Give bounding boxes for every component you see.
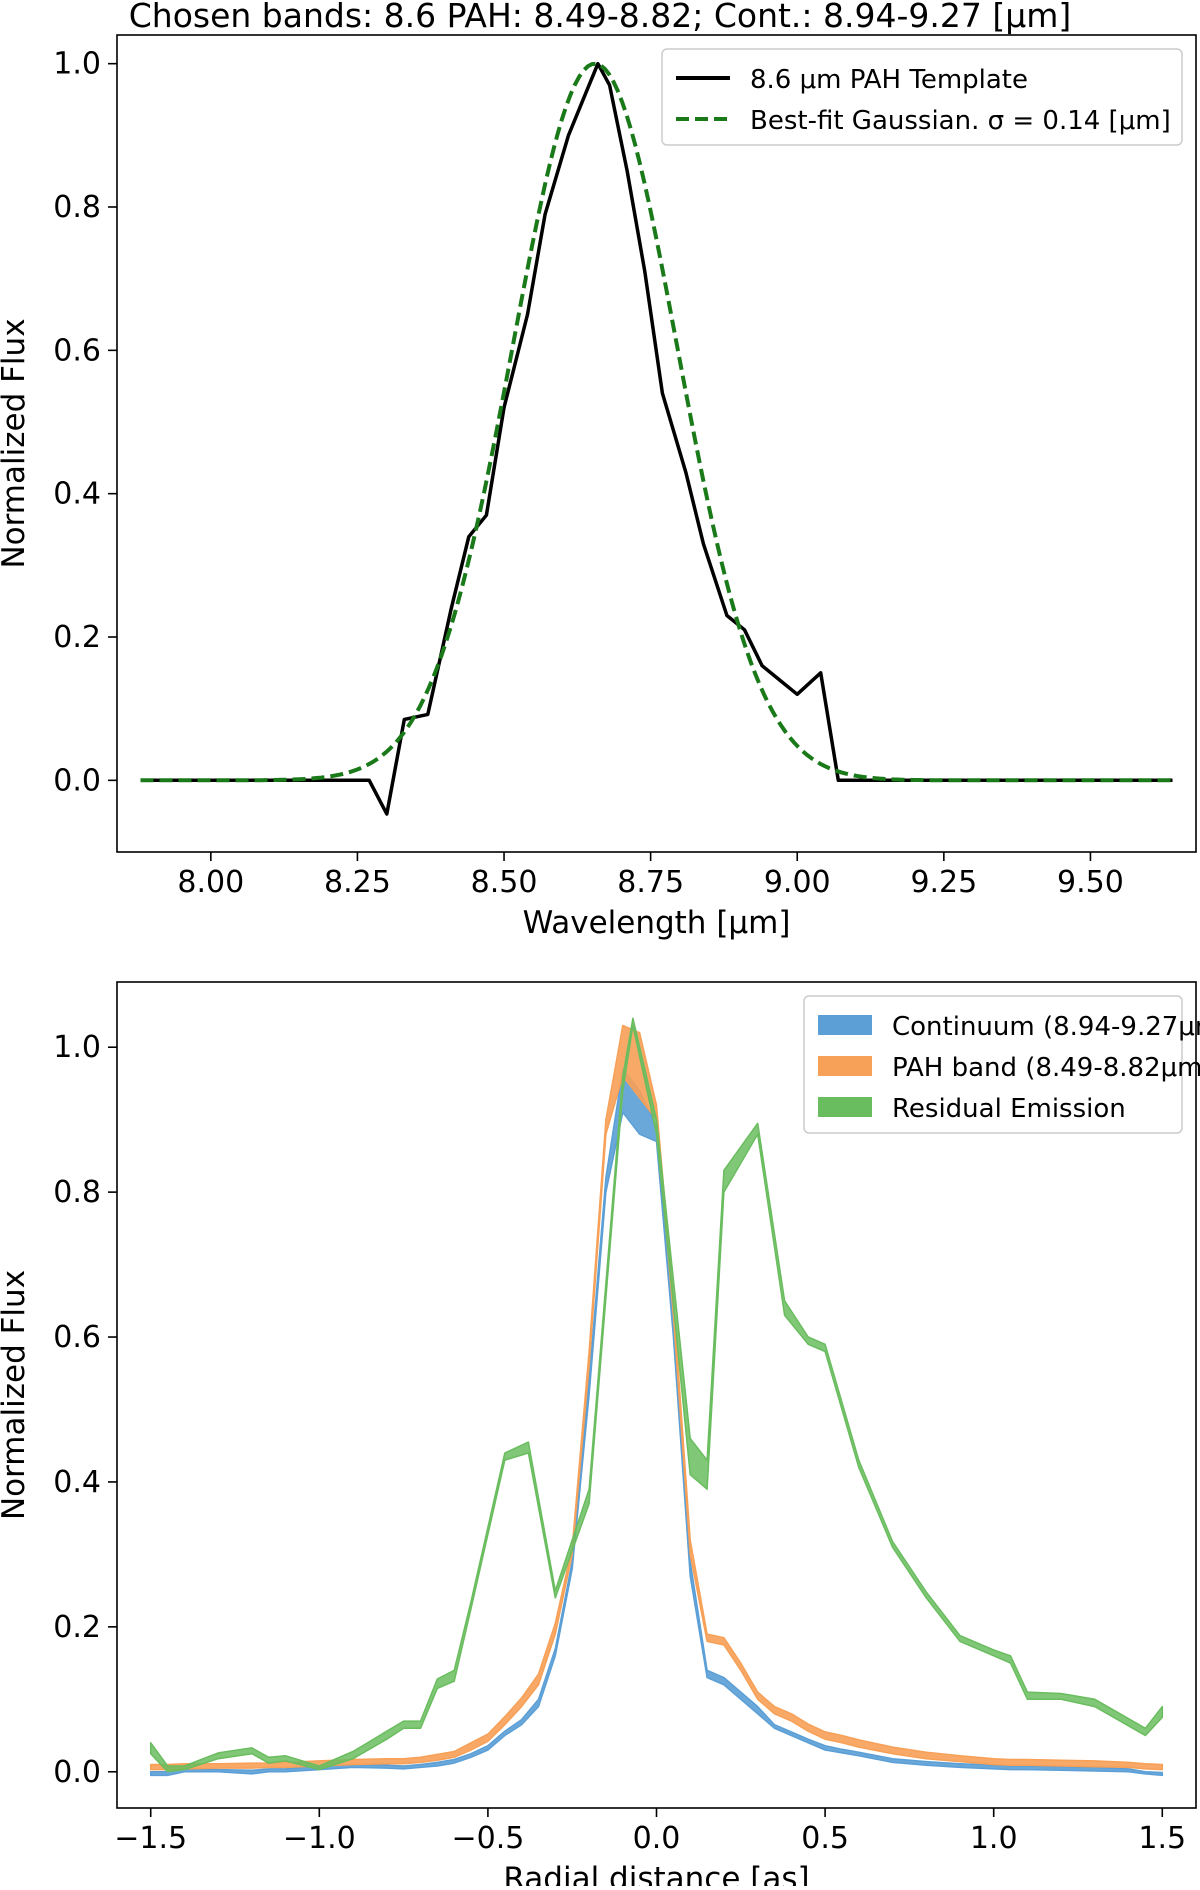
x-tick-label: 9.50 [1057, 865, 1124, 900]
x-tick-label: 8.50 [471, 865, 538, 900]
legend-label: PAH band (8.49-8.82μm) [892, 1053, 1200, 1083]
x-tick-label: −0.5 [451, 1821, 524, 1856]
legend-label: Continuum (8.94-9.27μm) [892, 1012, 1200, 1042]
y-tick-label: 0.2 [53, 620, 101, 655]
x-tick-label: −1.0 [283, 1821, 356, 1856]
legend-label: Best-fit Gaussian. σ = 0.14 [μm] [750, 106, 1171, 136]
legend-box [661, 48, 1183, 146]
y-tick-label: 0.0 [53, 1755, 101, 1790]
legend-swatch [818, 1097, 872, 1117]
x-tick-label: 8.25 [324, 865, 391, 900]
legend: 8.6 μm PAH Template Best-fit Gaussian. σ … [661, 48, 1183, 146]
figure-title: Chosen bands: 8.6 PAH: 8.49-8.82; Cont.:… [128, 0, 1072, 35]
plot-frame [116, 981, 1197, 1809]
chart-2: −1.5 −1.0 −0.5 0.0 0.5 1.0 1.5 0.0 0.2 0.4 0.6 0.8 1… [0, 981, 1200, 1890]
y-tick-label: 0.2 [53, 1610, 101, 1645]
legend-swatch [818, 1056, 872, 1076]
x-tick-label: 8.00 [177, 865, 244, 900]
y-axis-label: Normalized Flux [0, 318, 32, 568]
y-tick-label: 1.0 [53, 47, 101, 82]
x-tick-label: 8.75 [617, 865, 684, 900]
chart-1: 8.00 8.25 8.50 8.75 9.00 9.25 9.50 0.0 0.2 0.4 0.6… [0, 34, 1197, 941]
x-axis-label: Radial distance [as] [503, 1861, 809, 1886]
y-tick-label: 0.4 [53, 477, 101, 512]
y-tick-label: 0.4 [53, 1465, 101, 1500]
x-tick-label: 0.5 [801, 1821, 849, 1856]
x-tick-label: 9.00 [764, 865, 831, 900]
y-tick-label: 0.6 [53, 333, 101, 368]
legend-box [803, 995, 1183, 1134]
y-tick-label: 0.8 [53, 1175, 101, 1210]
x-axis-label: Wavelength [μm] [523, 905, 791, 941]
legend-label: Residual Emission [892, 1094, 1126, 1124]
x-tick-label: 1.0 [970, 1821, 1018, 1856]
series-continuum-band [149, 1068, 1164, 1777]
series-pah-band [149, 1024, 1164, 1771]
series-pah-template-line [140, 61, 1173, 816]
x-tick-label: 0.0 [633, 1821, 681, 1856]
x-tick-label: 1.5 [1138, 1821, 1186, 1856]
legend-swatch [818, 1015, 872, 1035]
y-tick-label: 0.8 [53, 190, 101, 225]
plot-frame [116, 34, 1197, 853]
x-tick-label: −1.5 [114, 1821, 187, 1856]
series-gaussian-fit-line [140, 61, 1173, 783]
y-axis-label: Normalized Flux [0, 1270, 32, 1520]
y-tick-label: 0.0 [53, 763, 101, 798]
series-residual-emission-band [149, 1017, 1164, 1773]
legend: Continuum (8.94-9.27μm) PAH band (8.49-8.… [803, 995, 1200, 1134]
legend-label: 8.6 μm PAH Template [750, 65, 1028, 95]
y-tick-label: 1.0 [53, 1030, 101, 1065]
x-tick-label: 9.25 [910, 865, 977, 900]
y-tick-label: 0.6 [53, 1320, 101, 1355]
